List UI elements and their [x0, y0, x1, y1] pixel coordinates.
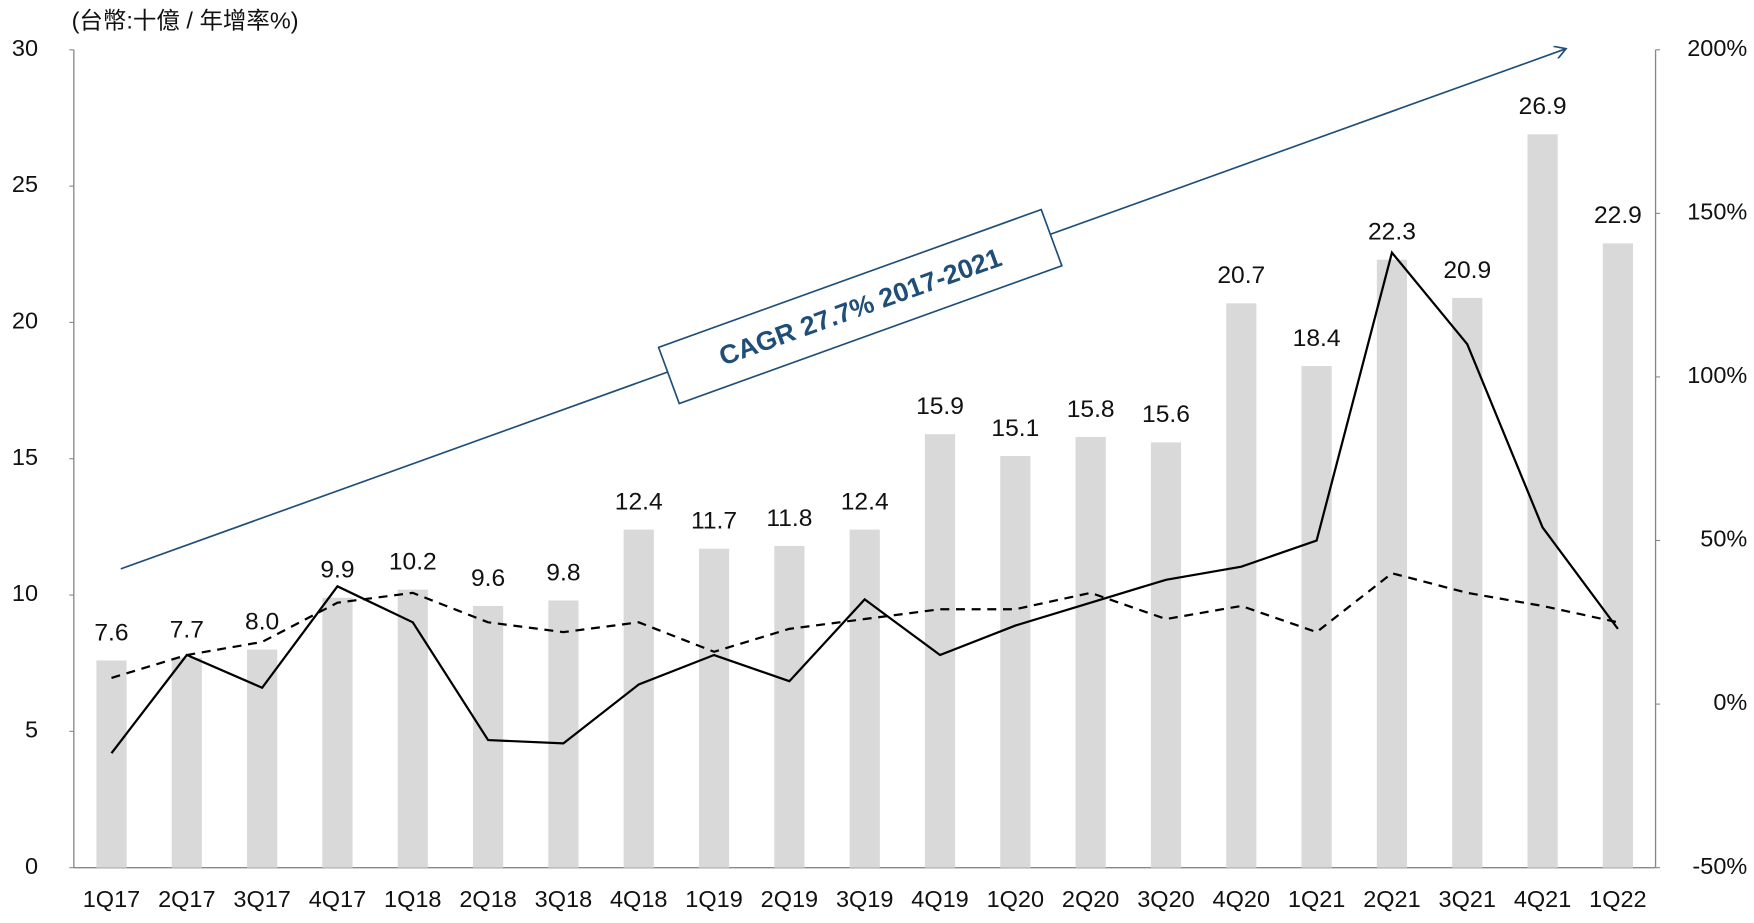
- bar: [698, 548, 730, 868]
- bar: [849, 529, 880, 868]
- x-tick-label: 3Q17: [233, 886, 290, 912]
- bar: [1376, 259, 1408, 868]
- bar: [1075, 436, 1106, 868]
- bar: [171, 657, 202, 868]
- y-tick-label: 20: [12, 308, 38, 334]
- value-label: 9.8: [546, 559, 580, 586]
- dashed-line: [111, 572, 1619, 679]
- value-label: 7.7: [170, 617, 204, 644]
- x-tick-label: 4Q20: [1213, 886, 1270, 912]
- growth-line: [110, 250, 1619, 754]
- value-label: 9.6: [471, 565, 505, 592]
- y-tick-label: 30: [12, 35, 38, 61]
- x-tick-label: 4Q21: [1514, 886, 1571, 912]
- y-tick-label: 0: [25, 853, 38, 879]
- bar: [774, 545, 805, 868]
- y2-tick-label: 100%: [1687, 362, 1747, 388]
- bar: [1150, 442, 1182, 868]
- value-label: 22.3: [1368, 219, 1416, 246]
- x-tick-label: 3Q18: [535, 886, 592, 912]
- y-tick-label: 10: [12, 580, 38, 606]
- bar: [623, 529, 654, 868]
- x-tick-label: 1Q17: [83, 886, 140, 912]
- y2-tick-label: 0%: [1713, 689, 1747, 715]
- x-tick-label: 3Q21: [1439, 886, 1496, 912]
- unit-label: (台幣:十億 / 年增率%): [72, 7, 299, 33]
- x-tick-label: 1Q21: [1288, 886, 1345, 912]
- value-label: 8.0: [245, 609, 279, 636]
- value-label: 20.9: [1443, 257, 1491, 284]
- x-tick-label: 2Q18: [459, 886, 516, 912]
- value-label: 20.7: [1217, 262, 1265, 289]
- y2-tick-label: -50%: [1692, 853, 1747, 879]
- x-tick-label: 2Q19: [761, 886, 818, 912]
- value-label: 18.4: [1293, 325, 1341, 352]
- y2-tick-label: 150%: [1687, 199, 1747, 225]
- bar: [1301, 366, 1332, 868]
- y2-tick-label: 200%: [1687, 35, 1747, 61]
- bar: [397, 589, 428, 868]
- x-tick-label: 1Q20: [987, 886, 1044, 912]
- x-tick-label: 2Q21: [1363, 886, 1420, 912]
- bar: [96, 660, 127, 868]
- bar: [1226, 303, 1257, 868]
- x-tick-label: 4Q18: [610, 886, 667, 912]
- x-tick-label: 2Q20: [1062, 886, 1119, 912]
- bar: [1452, 297, 1483, 868]
- y-tick-label: 25: [12, 171, 38, 197]
- annotation-text: CAGR 27.7% 2017-2021: [715, 242, 1006, 371]
- x-tick-label: 2Q17: [158, 886, 215, 912]
- value-label: 9.9: [320, 557, 354, 584]
- value-label: 15.9: [916, 393, 964, 420]
- bar: [322, 597, 353, 868]
- y2-tick-label: 50%: [1700, 526, 1747, 552]
- x-tick-label: 3Q19: [836, 886, 893, 912]
- value-label: 7.6: [94, 619, 128, 646]
- value-label: 12.4: [615, 489, 663, 516]
- x-tick-label: 3Q20: [1137, 886, 1194, 912]
- value-label: 22.9: [1594, 202, 1642, 229]
- x-tick-label: 1Q19: [685, 886, 742, 912]
- bar: [472, 605, 504, 868]
- value-label: 26.9: [1519, 93, 1567, 120]
- bar: [1000, 456, 1031, 868]
- x-tick-label: 4Q17: [309, 886, 366, 912]
- value-label: 11.7: [691, 508, 737, 535]
- y-tick-label: 15: [12, 444, 38, 470]
- value-label: 11.8: [766, 505, 812, 532]
- value-label: 12.4: [841, 489, 889, 516]
- value-label: 10.2: [389, 549, 437, 576]
- value-label: 15.8: [1067, 396, 1115, 423]
- x-tick-label: 1Q18: [384, 886, 441, 912]
- annotation-box: [657, 208, 1063, 405]
- annotation: CAGR 27.7% 2017-2021: [657, 208, 1063, 405]
- value-label: 15.1: [991, 415, 1039, 442]
- bar: [1602, 243, 1634, 868]
- x-tick-label: 4Q19: [911, 886, 968, 912]
- x-tick-label: 1Q22: [1589, 886, 1646, 912]
- y-tick-label: 5: [25, 717, 38, 743]
- value-label: 15.6: [1142, 401, 1190, 428]
